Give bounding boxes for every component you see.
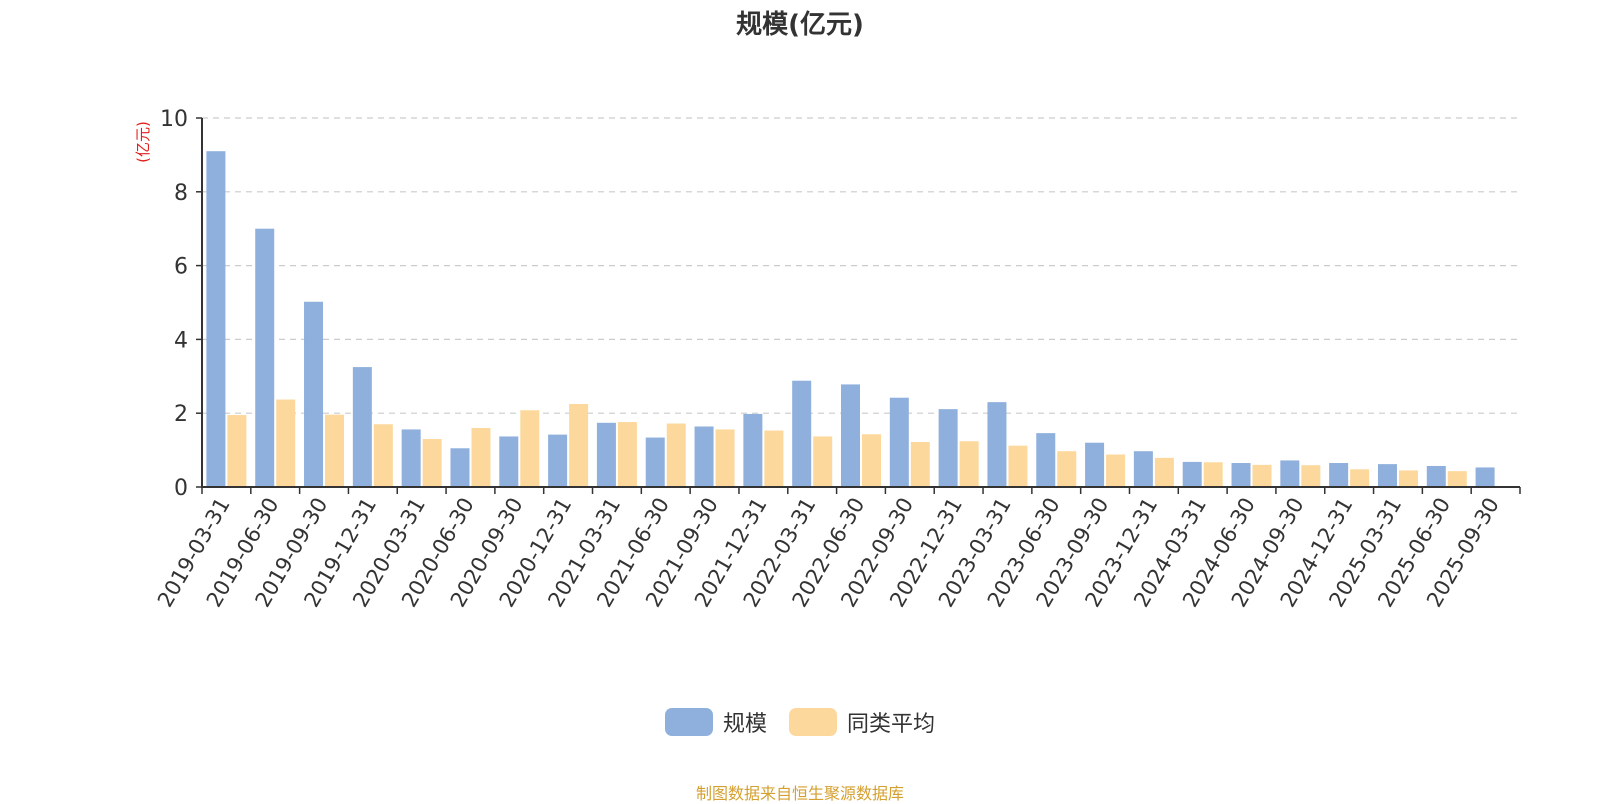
bar-peer-average [1203, 462, 1223, 487]
bar-scale [1426, 465, 1446, 487]
bar-peer-average [471, 427, 491, 487]
bar-scale [1475, 467, 1495, 487]
bar-peer-average [764, 430, 784, 487]
bar-scale [401, 429, 421, 487]
bar-scale [938, 409, 958, 487]
bar-scale [1085, 442, 1105, 487]
y-tick-label: 6 [174, 255, 188, 280]
y-axis-unit-label: (亿元) [134, 121, 152, 163]
bar-scale [1133, 451, 1153, 487]
y-tick-label: 4 [174, 328, 188, 353]
y-tick-label: 10 [160, 107, 188, 132]
bar-peer-average [862, 434, 881, 487]
bar-scale [450, 448, 470, 487]
bar-scale [1280, 460, 1300, 487]
source-note: 制图数据来自恒生聚源数据库 [695, 784, 904, 803]
bar-scale [841, 384, 860, 487]
legend-item[interactable]: 规模 [664, 706, 767, 738]
y-tick-label: 2 [174, 402, 188, 427]
bar-peer-average [666, 423, 686, 487]
bar-peer-average [1398, 470, 1418, 487]
chart-canvas: 02468102019-03-312019-06-302019-09-30201… [134, 107, 1521, 611]
y-tick-label: 0 [174, 476, 188, 501]
grid-lines [202, 117, 1520, 414]
legend-item[interactable]: 同类平均 [789, 706, 935, 738]
legend-swatch [789, 708, 837, 736]
bar-scale [889, 397, 909, 487]
legend: 规模 同类平均 [0, 706, 1600, 738]
bar-scale [645, 437, 665, 487]
bar-peer-average [1447, 471, 1467, 487]
bar-scale [987, 402, 1007, 487]
bar-scale [548, 434, 568, 487]
bar-peer-average [520, 410, 540, 487]
bar-peer-average [813, 436, 833, 487]
bar-peer-average [1106, 454, 1126, 487]
y-tick-label: 8 [174, 181, 188, 206]
bar-scale [304, 301, 324, 487]
legend-swatch [664, 708, 713, 736]
chart-title: 规模(亿元) [736, 10, 864, 40]
bar-scale [694, 426, 714, 487]
bar-peer-average [1008, 445, 1028, 487]
bar-peer-average [422, 439, 442, 487]
bar-scale [206, 151, 226, 487]
legend-label: 规模 [722, 712, 767, 737]
bar-scale [1231, 463, 1251, 487]
bar-scale [596, 422, 616, 487]
bar-scale [255, 228, 275, 487]
bar-scale [352, 367, 372, 487]
bar-peer-average [227, 415, 247, 487]
bar-peer-average [959, 441, 979, 487]
bar-peer-average [276, 399, 296, 487]
axes: 02468102019-03-312019-06-302019-09-30201… [153, 107, 1521, 611]
bar-scale [499, 436, 519, 487]
bar-peer-average [617, 422, 637, 487]
bar-scale [743, 413, 763, 487]
bar-peer-average [325, 414, 345, 487]
bar-peer-average [1154, 457, 1174, 487]
bar-peer-average [1301, 465, 1321, 487]
bar-scale [1329, 463, 1349, 487]
legend-label: 同类平均 [847, 712, 936, 737]
bar-scale [1036, 433, 1056, 487]
bar-peer-average [1057, 451, 1077, 487]
bar-peer-average [715, 429, 735, 487]
bar-peer-average [373, 424, 393, 487]
bar-scale [1182, 461, 1202, 487]
bars [206, 151, 1495, 487]
bar-scale [792, 380, 812, 487]
bar-peer-average [910, 441, 930, 487]
bar-peer-average [1252, 464, 1272, 487]
bar-peer-average [1350, 469, 1370, 487]
bar-peer-average [569, 403, 589, 487]
bar-scale [1377, 464, 1397, 487]
